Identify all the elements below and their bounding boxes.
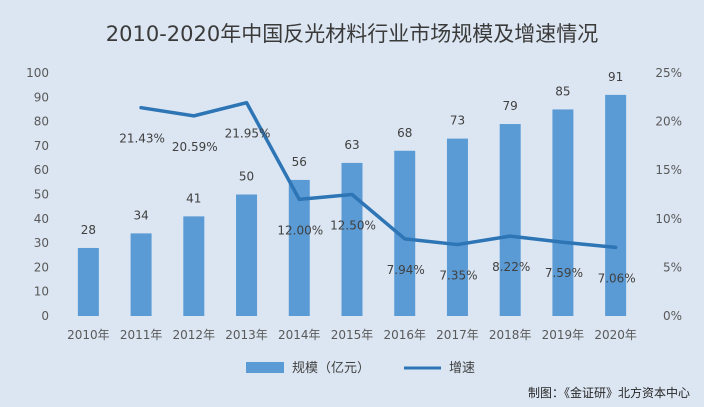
left-tick-label: 60 [34,163,49,177]
line-value-label: 8.22% [492,260,530,274]
x-tick-label: 2019年 [542,328,585,342]
left-tick-label: 90 [34,90,49,104]
bar-value-label: 91 [608,70,623,84]
x-tick-label: 2012年 [173,328,216,342]
bar [341,162,363,316]
bar-data-labels: 28 34 41 50 56 63 68 73 79 85 91 [81,70,624,237]
line-series [139,100,618,250]
x-tick-label: 2016年 [383,328,426,342]
right-tick-label: 5% [663,260,682,274]
line-value-label: 7.35% [439,269,477,283]
bar [605,94,627,317]
line-value-label: 21.95% [225,127,271,141]
legend-bar-label: 规模（亿元） [292,361,370,376]
bar [499,124,521,316]
right-tick-label: 25% [655,66,682,80]
left-tick-label: 80 [34,115,49,129]
x-tick-label: 2018年 [489,328,532,342]
bar-value-label: 68 [397,126,412,140]
right-tick-label: 10% [655,212,682,226]
bar-value-label: 63 [344,138,359,152]
x-tick-label: 2014年 [278,328,321,342]
left-tick-label: 20 [34,260,49,274]
bar-value-label: 28 [81,223,96,237]
x-tick-label: 2011年 [120,328,163,342]
left-tick-label: 10 [34,285,49,299]
line-value-label: 12.00% [277,223,323,237]
right-tick-label: 0% [663,309,682,323]
bar [77,247,99,316]
bar-value-label: 34 [133,208,148,222]
growth-line [139,100,618,250]
bar [183,216,205,316]
bar-value-label: 79 [503,99,518,113]
bar [288,179,310,316]
left-tick-label: 40 [34,212,49,226]
left-tick-label: 30 [34,236,49,250]
left-tick-label: 70 [34,139,49,153]
bar [130,233,152,316]
x-tick-label: 2010年 [67,328,110,342]
left-tick-label: 0 [41,309,49,323]
x-tick-label: 2015年 [331,328,374,342]
line-value-label: 21.43% [119,132,165,146]
right-tick-label: 15% [655,163,682,177]
right-tick-label: 20% [655,115,682,129]
bar-value-label: 50 [239,170,254,184]
line-value-label: 12.50% [330,219,376,233]
left-tick-label: 50 [34,188,49,202]
line-value-label: 7.94% [387,263,425,277]
bar-value-label: 41 [186,191,201,205]
left-tick-label: 100 [26,66,49,80]
bar-value-label: 85 [555,84,570,98]
line-data-labels: 21.43% 20.59% 21.95% 12.00% 12.50% 7.94% 7.35%… [119,127,635,286]
bar [552,109,574,316]
left-axis-ticks: 0 10 20 30 40 50 60 70 80 90 100 [26,66,49,323]
bar [236,194,258,316]
bar-series [77,94,627,317]
legend: 规模（亿元） 增速 [246,361,475,376]
legend-line-label: 增速 [449,361,475,376]
line-value-label: 7.59% [545,266,583,280]
x-tick-label: 2017年 [436,328,479,342]
right-axis-ticks: 0% 5% 10% 15% 20% 25% [655,66,682,323]
line-value-label: 20.59% [172,140,218,154]
bar [446,138,468,316]
x-axis-ticks: 2010年 2011年 2012年 2013年 2014年 2015年 2016年 2017年… [67,328,637,342]
chart-title: 2010-2020年中国反光材料行业市场规模及增速情况 [106,22,598,46]
bar [394,150,416,316]
line-value-label: 7.06% [598,271,636,285]
credit-text: 制图：《金证研》北方资本中心 [528,385,690,400]
legend-bar-swatch [246,362,284,373]
x-tick-label: 2020年 [594,328,637,342]
bar-value-label: 73 [450,114,465,128]
bar-value-label: 56 [292,155,307,169]
x-tick-label: 2013年 [225,328,268,342]
